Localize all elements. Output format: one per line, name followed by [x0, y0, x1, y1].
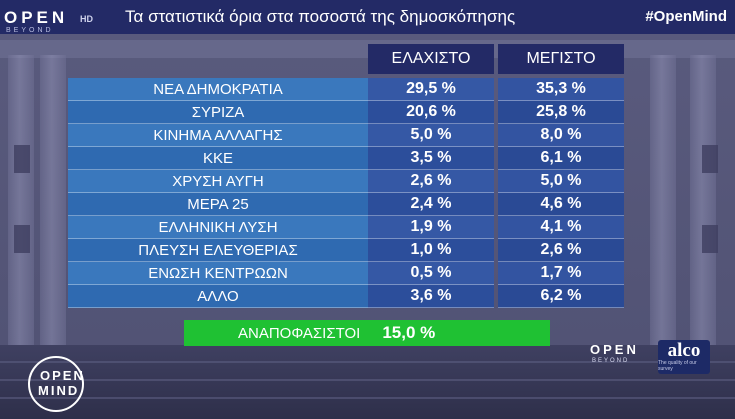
table-row: ΚΙΝΗΜΑ ΑΛΛΑΓΗΣ 5,0 % 8,0 %: [68, 124, 628, 147]
hashtag: #OpenMind: [645, 8, 727, 25]
channel-logo-hd: HD: [80, 14, 93, 24]
party-name: ΧΡΥΣΗ ΑΥΓΗ: [68, 170, 368, 193]
max-value: 8,0 %: [498, 124, 624, 147]
party-name: ΜΕΡΑ 25: [68, 193, 368, 216]
party-name: ΚΚΕ: [68, 147, 368, 170]
min-value: 2,4 %: [368, 193, 494, 216]
table-row: ΣΥΡΙΖΑ 20,6 % 25,8 %: [68, 101, 628, 124]
max-value: 4,1 %: [498, 216, 624, 239]
openmind-logo-circle: [28, 356, 84, 412]
column-header-min: ΕΛΑΧΙΣΤΟ: [368, 44, 494, 74]
top-bar: OPEN HD BEYOND Τα στατιστικά όρια στα πο…: [0, 0, 735, 34]
max-value: 2,6 %: [498, 239, 624, 262]
max-value: 35,3 %: [498, 78, 624, 101]
max-value: 4,6 %: [498, 193, 624, 216]
open-beyond-logo: OPEN: [590, 342, 639, 357]
min-value: 3,6 %: [368, 285, 494, 308]
min-value: 2,6 %: [368, 170, 494, 193]
table-row: ΜΕΡΑ 25 2,4 % 4,6 %: [68, 193, 628, 216]
party-name: ΕΛΛΗΝΙΚΗ ΛΥΣΗ: [68, 216, 368, 239]
max-value: 1,7 %: [498, 262, 624, 285]
party-name: ΝΕΑ ΔΗΜΟΚΡΑΤΙΑ: [68, 78, 368, 101]
background-column: [690, 55, 716, 345]
party-name: ΚΙΝΗΜΑ ΑΛΛΑΓΗΣ: [68, 124, 368, 147]
openmind-logo-line2: MIND: [38, 383, 80, 398]
max-value: 6,2 %: [498, 285, 624, 308]
background-column: [40, 55, 66, 345]
open-beyond-logo-subtitle: BEYOND: [592, 358, 630, 364]
party-name: ΑΛΛΟ: [68, 285, 368, 308]
table-row: ΕΛΛΗΝΙΚΗ ΛΥΣΗ 1,9 % 4,1 %: [68, 216, 628, 239]
min-value: 1,9 %: [368, 216, 494, 239]
column-header-max: ΜΕΓΙΣΤΟ: [498, 44, 624, 74]
table-row: ΚΚΕ 3,5 % 6,1 %: [68, 147, 628, 170]
max-value: 5,0 %: [498, 170, 624, 193]
min-value: 29,5 %: [368, 78, 494, 101]
channel-logo: OPEN: [4, 8, 69, 27]
table-row: ΧΡΥΣΗ ΑΥΓΗ 2,6 % 5,0 %: [68, 170, 628, 193]
min-value: 0,5 %: [368, 262, 494, 285]
background-window: [14, 145, 30, 173]
step-line: [0, 397, 735, 399]
undecided-bar: ΑΝΑΠΟΦΑΣΙΣΤΟΙ 15,0 %: [184, 320, 550, 346]
background-column: [8, 55, 34, 345]
channel-logo-subtitle: BEYOND: [6, 27, 54, 34]
background-window: [14, 225, 30, 253]
min-value: 1,0 %: [368, 239, 494, 262]
alco-logo-tagline: The quality of our survey: [658, 360, 697, 372]
party-name: ΣΥΡΙΖΑ: [68, 101, 368, 124]
background-window: [702, 225, 718, 253]
table-row: ΝΕΑ ΔΗΜΟΚΡΑΤΙΑ 29,5 % 35,3 %: [68, 78, 628, 101]
background-column: [650, 55, 676, 345]
background-steps: [0, 345, 735, 419]
min-value: 20,6 %: [368, 101, 494, 124]
undecided-label: ΑΝΑΠΟΦΑΣΙΣΤΟΙ: [238, 324, 361, 342]
alco-logo-text: alco: [667, 340, 701, 361]
page-title: Τα στατιστικά όρια στα ποσοστά της δημοσ…: [125, 7, 516, 26]
background-window: [702, 145, 718, 173]
min-value: 5,0 %: [368, 124, 494, 147]
table-row: ΠΛΕΥΣΗ ΕΛΕΥΘΕΡΙΑΣ 1,0 % 2,6 %: [68, 239, 628, 262]
openmind-logo-line1: OPEN: [40, 368, 85, 383]
step-line: [0, 361, 735, 363]
undecided-value: 15,0 %: [382, 323, 436, 342]
min-value: 3,5 %: [368, 147, 494, 170]
step-line: [0, 379, 735, 381]
alco-logo: alco The quality of our survey: [658, 340, 710, 374]
table-row: ΕΝΩΣΗ ΚΕΝΤΡΩΩΝ 0,5 % 1,7 %: [68, 262, 628, 285]
max-value: 6,1 %: [498, 147, 624, 170]
max-value: 25,8 %: [498, 101, 624, 124]
party-name: ΠΛΕΥΣΗ ΕΛΕΥΘΕΡΙΑΣ: [68, 239, 368, 262]
party-name: ΕΝΩΣΗ ΚΕΝΤΡΩΩΝ: [68, 262, 368, 285]
table-row: ΑΛΛΟ 3,6 % 6,2 %: [68, 285, 628, 308]
